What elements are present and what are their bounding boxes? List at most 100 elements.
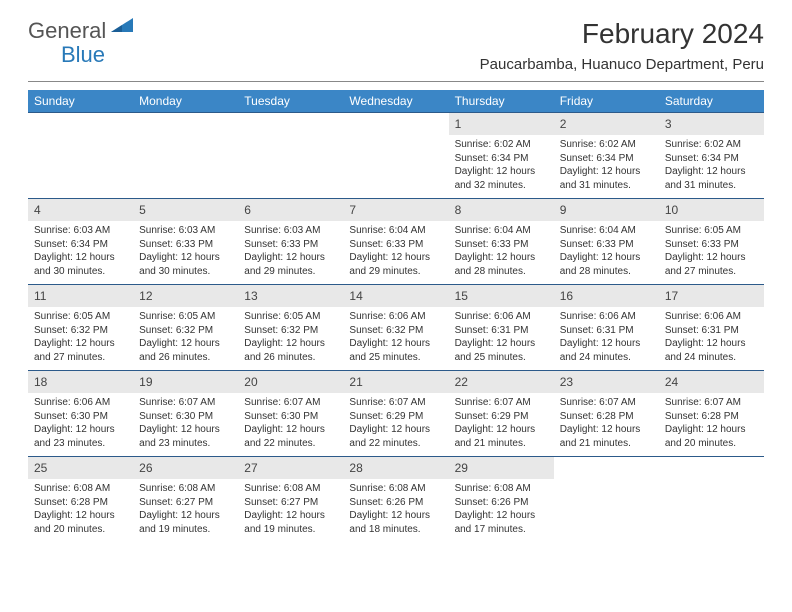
calendar-day-cell: 15Sunrise: 6:06 AMSunset: 6:31 PMDayligh… [449, 285, 554, 371]
calendar-day-cell: 22Sunrise: 6:07 AMSunset: 6:29 PMDayligh… [449, 371, 554, 457]
day-details: Sunrise: 6:05 AMSunset: 6:32 PMDaylight:… [28, 307, 133, 368]
sunset-text: Sunset: 6:31 PM [455, 324, 548, 338]
day-number: 14 [343, 285, 448, 307]
daylight-text: Daylight: 12 hours and 25 minutes. [349, 337, 442, 364]
day-number: 11 [28, 285, 133, 307]
day-number: 7 [343, 199, 448, 221]
daylight-text: Daylight: 12 hours and 30 minutes. [139, 251, 232, 278]
daylight-text: Daylight: 12 hours and 19 minutes. [139, 509, 232, 536]
sunset-text: Sunset: 6:34 PM [34, 238, 127, 252]
sunset-text: Sunset: 6:34 PM [455, 152, 548, 166]
daylight-text: Daylight: 12 hours and 31 minutes. [665, 165, 758, 192]
day-details: Sunrise: 6:06 AMSunset: 6:30 PMDaylight:… [28, 393, 133, 454]
calendar-day-cell: 28Sunrise: 6:08 AMSunset: 6:26 PMDayligh… [343, 457, 448, 543]
daylight-text: Daylight: 12 hours and 20 minutes. [34, 509, 127, 536]
calendar-day-cell: 6Sunrise: 6:03 AMSunset: 6:33 PMDaylight… [238, 199, 343, 285]
sunset-text: Sunset: 6:26 PM [455, 496, 548, 510]
day-number: 21 [343, 371, 448, 393]
day-details: Sunrise: 6:07 AMSunset: 6:29 PMDaylight:… [449, 393, 554, 454]
logo-text-blue: Blue [61, 42, 105, 68]
day-number: 25 [28, 457, 133, 479]
day-details: Sunrise: 6:02 AMSunset: 6:34 PMDaylight:… [449, 135, 554, 196]
day-header-mon: Monday [133, 90, 238, 113]
sunset-text: Sunset: 6:28 PM [34, 496, 127, 510]
daylight-text: Daylight: 12 hours and 31 minutes. [560, 165, 653, 192]
sunrise-text: Sunrise: 6:06 AM [560, 310, 653, 324]
day-details: Sunrise: 6:03 AMSunset: 6:34 PMDaylight:… [28, 221, 133, 282]
daylight-text: Daylight: 12 hours and 30 minutes. [34, 251, 127, 278]
sunrise-text: Sunrise: 6:06 AM [455, 310, 548, 324]
daylight-text: Daylight: 12 hours and 19 minutes. [244, 509, 337, 536]
day-details: Sunrise: 6:07 AMSunset: 6:29 PMDaylight:… [343, 393, 448, 454]
calendar-day-cell [343, 113, 448, 199]
sunset-text: Sunset: 6:32 PM [349, 324, 442, 338]
sunset-text: Sunset: 6:33 PM [665, 238, 758, 252]
day-details: Sunrise: 6:06 AMSunset: 6:31 PMDaylight:… [659, 307, 764, 368]
day-number [343, 113, 448, 119]
sunset-text: Sunset: 6:30 PM [139, 410, 232, 424]
day-details: Sunrise: 6:08 AMSunset: 6:26 PMDaylight:… [449, 479, 554, 540]
day-number: 26 [133, 457, 238, 479]
calendar-day-cell: 8Sunrise: 6:04 AMSunset: 6:33 PMDaylight… [449, 199, 554, 285]
daylight-text: Daylight: 12 hours and 24 minutes. [560, 337, 653, 364]
daylight-text: Daylight: 12 hours and 22 minutes. [349, 423, 442, 450]
day-details: Sunrise: 6:04 AMSunset: 6:33 PMDaylight:… [449, 221, 554, 282]
sunset-text: Sunset: 6:26 PM [349, 496, 442, 510]
calendar-day-cell: 20Sunrise: 6:07 AMSunset: 6:30 PMDayligh… [238, 371, 343, 457]
calendar-header-row: Sunday Monday Tuesday Wednesday Thursday… [28, 90, 764, 113]
day-number: 17 [659, 285, 764, 307]
day-number: 12 [133, 285, 238, 307]
calendar-week-row: 25Sunrise: 6:08 AMSunset: 6:28 PMDayligh… [28, 457, 764, 543]
day-header-thu: Thursday [449, 90, 554, 113]
sunrise-text: Sunrise: 6:08 AM [139, 482, 232, 496]
sunrise-text: Sunrise: 6:03 AM [34, 224, 127, 238]
day-number [28, 113, 133, 119]
calendar-day-cell: 19Sunrise: 6:07 AMSunset: 6:30 PMDayligh… [133, 371, 238, 457]
day-details: Sunrise: 6:02 AMSunset: 6:34 PMDaylight:… [554, 135, 659, 196]
calendar-week-row: 11Sunrise: 6:05 AMSunset: 6:32 PMDayligh… [28, 285, 764, 371]
calendar-table: Sunday Monday Tuesday Wednesday Thursday… [28, 90, 764, 543]
day-header-fri: Friday [554, 90, 659, 113]
day-details: Sunrise: 6:06 AMSunset: 6:31 PMDaylight:… [449, 307, 554, 368]
day-number: 8 [449, 199, 554, 221]
daylight-text: Daylight: 12 hours and 27 minutes. [34, 337, 127, 364]
sunset-text: Sunset: 6:30 PM [34, 410, 127, 424]
calendar-week-row: 4Sunrise: 6:03 AMSunset: 6:34 PMDaylight… [28, 199, 764, 285]
day-number: 15 [449, 285, 554, 307]
sunset-text: Sunset: 6:33 PM [244, 238, 337, 252]
calendar-day-cell: 14Sunrise: 6:06 AMSunset: 6:32 PMDayligh… [343, 285, 448, 371]
calendar-day-cell: 2Sunrise: 6:02 AMSunset: 6:34 PMDaylight… [554, 113, 659, 199]
logo: General Blue [28, 18, 135, 44]
sunrise-text: Sunrise: 6:05 AM [34, 310, 127, 324]
calendar-day-cell: 23Sunrise: 6:07 AMSunset: 6:28 PMDayligh… [554, 371, 659, 457]
day-details: Sunrise: 6:04 AMSunset: 6:33 PMDaylight:… [343, 221, 448, 282]
calendar-day-cell: 1Sunrise: 6:02 AMSunset: 6:34 PMDaylight… [449, 113, 554, 199]
day-number: 27 [238, 457, 343, 479]
daylight-text: Daylight: 12 hours and 23 minutes. [139, 423, 232, 450]
day-number [554, 457, 659, 463]
calendar-day-cell: 25Sunrise: 6:08 AMSunset: 6:28 PMDayligh… [28, 457, 133, 543]
daylight-text: Daylight: 12 hours and 18 minutes. [349, 509, 442, 536]
day-details: Sunrise: 6:08 AMSunset: 6:27 PMDaylight:… [238, 479, 343, 540]
day-details: Sunrise: 6:05 AMSunset: 6:33 PMDaylight:… [659, 221, 764, 282]
daylight-text: Daylight: 12 hours and 21 minutes. [455, 423, 548, 450]
daylight-text: Daylight: 12 hours and 23 minutes. [34, 423, 127, 450]
sunrise-text: Sunrise: 6:08 AM [349, 482, 442, 496]
calendar-day-cell [554, 457, 659, 543]
sunrise-text: Sunrise: 6:03 AM [244, 224, 337, 238]
sunset-text: Sunset: 6:31 PM [560, 324, 653, 338]
calendar-day-cell: 13Sunrise: 6:05 AMSunset: 6:32 PMDayligh… [238, 285, 343, 371]
day-number: 4 [28, 199, 133, 221]
calendar-week-row: 1Sunrise: 6:02 AMSunset: 6:34 PMDaylight… [28, 113, 764, 199]
calendar-day-cell: 5Sunrise: 6:03 AMSunset: 6:33 PMDaylight… [133, 199, 238, 285]
sunrise-text: Sunrise: 6:02 AM [560, 138, 653, 152]
day-details: Sunrise: 6:06 AMSunset: 6:31 PMDaylight:… [554, 307, 659, 368]
logo-triangle-icon [111, 18, 133, 41]
day-details: Sunrise: 6:03 AMSunset: 6:33 PMDaylight:… [133, 221, 238, 282]
day-details: Sunrise: 6:07 AMSunset: 6:30 PMDaylight:… [133, 393, 238, 454]
daylight-text: Daylight: 12 hours and 29 minutes. [244, 251, 337, 278]
calendar-day-cell [28, 113, 133, 199]
sunrise-text: Sunrise: 6:08 AM [244, 482, 337, 496]
calendar-day-cell: 27Sunrise: 6:08 AMSunset: 6:27 PMDayligh… [238, 457, 343, 543]
title-block: February 2024 Paucarbamba, Huanuco Depar… [480, 18, 764, 73]
